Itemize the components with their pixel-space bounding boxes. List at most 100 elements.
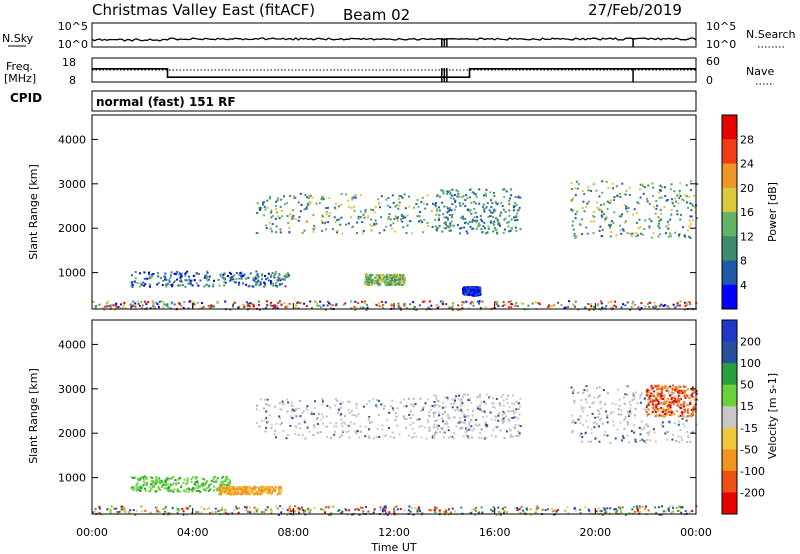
scatter-cell <box>574 236 577 239</box>
scatter-cell <box>505 190 508 193</box>
scatter-cell <box>514 410 517 413</box>
scatter-cell <box>216 477 219 480</box>
scatter-cell <box>443 226 446 229</box>
scatter-cell <box>237 511 240 514</box>
scatter-cell <box>648 431 651 433</box>
scatter-cell <box>584 506 587 509</box>
scatter-cell <box>491 202 494 204</box>
colorbar-segment <box>722 427 737 450</box>
scatter-cell <box>170 271 173 274</box>
scatter-cell <box>484 306 487 309</box>
scatter-cell <box>322 416 324 419</box>
scatter-cell <box>647 184 650 187</box>
scatter-cell <box>143 475 146 478</box>
scatter-cell <box>367 281 370 284</box>
scatter-cell <box>415 435 418 438</box>
scatter-cell <box>203 276 206 279</box>
scatter-cell <box>679 300 682 303</box>
scatter-cell <box>670 387 672 390</box>
scatter-cell <box>197 284 200 287</box>
nsearch-label: N.Search <box>746 28 796 41</box>
scatter-cell <box>207 305 210 308</box>
scatter-cell <box>455 205 457 208</box>
scatter-cell <box>683 410 686 413</box>
scatter-cell <box>210 479 213 482</box>
scatter-cell <box>674 394 677 397</box>
scatter-cell <box>209 483 212 486</box>
scatter-cell <box>237 491 240 494</box>
scatter-cell <box>593 220 596 223</box>
scatter-cell <box>481 231 484 234</box>
scatter-cell <box>460 404 463 407</box>
scatter-cell <box>253 279 256 281</box>
scatter-cell <box>686 409 689 412</box>
scatter-cell <box>139 282 142 285</box>
scatter-cell <box>667 227 670 230</box>
scatter-cell <box>152 304 155 307</box>
colorbar-segment <box>722 449 737 472</box>
scatter-cell <box>662 415 665 418</box>
scatter-cell <box>277 302 280 304</box>
scatter-cell <box>666 405 669 408</box>
scatter-cell <box>624 220 627 223</box>
scatter-cell <box>575 236 578 238</box>
scatter-cell <box>321 196 324 198</box>
scatter-cell <box>473 192 476 195</box>
scatter-cell <box>443 205 446 208</box>
scatter-cell <box>679 218 682 221</box>
scatter-cell <box>662 407 665 410</box>
scatter-cell <box>460 400 463 403</box>
scatter-cell <box>307 194 310 197</box>
scatter-cell <box>113 309 116 311</box>
scatter-cell <box>656 391 659 394</box>
scatter-cell <box>451 406 454 409</box>
scatter-cell <box>287 222 290 225</box>
scatter-cell <box>207 486 210 488</box>
scatter-cell <box>462 290 465 293</box>
scatter-cell <box>286 273 289 276</box>
scatter-cell <box>322 508 325 511</box>
scatter-cell <box>507 230 510 233</box>
scatter-cell <box>305 407 308 410</box>
scatter-cell <box>429 405 432 408</box>
scatter-cell <box>326 425 329 428</box>
scatter-cell <box>255 510 258 513</box>
scatter-cell <box>232 303 235 306</box>
scatter-cell <box>633 431 636 434</box>
scatter-cell <box>205 489 208 492</box>
scatter-cell <box>230 486 233 489</box>
scatter-cell <box>469 428 471 431</box>
scatter-cell <box>105 302 108 305</box>
scatter-cell <box>321 398 324 401</box>
scatter-cell <box>665 199 668 202</box>
scatter-cell <box>661 414 664 417</box>
scatter-cell <box>378 436 381 438</box>
scatter-cell <box>243 305 246 308</box>
scatter-cell <box>201 302 203 305</box>
scatter-cell <box>183 478 186 481</box>
y-tick-label: 3000 <box>58 383 86 396</box>
scatter-cell <box>261 511 264 513</box>
scatter-cell <box>278 300 281 303</box>
scatter-cell <box>397 302 400 305</box>
scatter-cell <box>574 509 577 512</box>
scatter-cell <box>680 506 683 509</box>
scatter-cell <box>292 214 295 217</box>
scatter-cell <box>463 293 466 296</box>
scatter-cell <box>235 281 237 284</box>
scatter-cell <box>271 489 274 492</box>
scatter-cell <box>604 410 607 413</box>
scatter-cell <box>592 214 595 217</box>
scatter-cell <box>278 277 281 280</box>
scatter-cell <box>324 511 326 514</box>
scatter-cell <box>573 389 576 391</box>
scatter-cell <box>507 225 510 228</box>
scatter-cell <box>226 489 229 491</box>
scatter-cell <box>186 270 189 273</box>
scatter-cell <box>167 487 170 490</box>
scatter-cell <box>489 221 492 224</box>
scatter-cell <box>246 492 249 495</box>
scatter-cell <box>623 402 626 405</box>
scatter-cell <box>451 507 454 510</box>
